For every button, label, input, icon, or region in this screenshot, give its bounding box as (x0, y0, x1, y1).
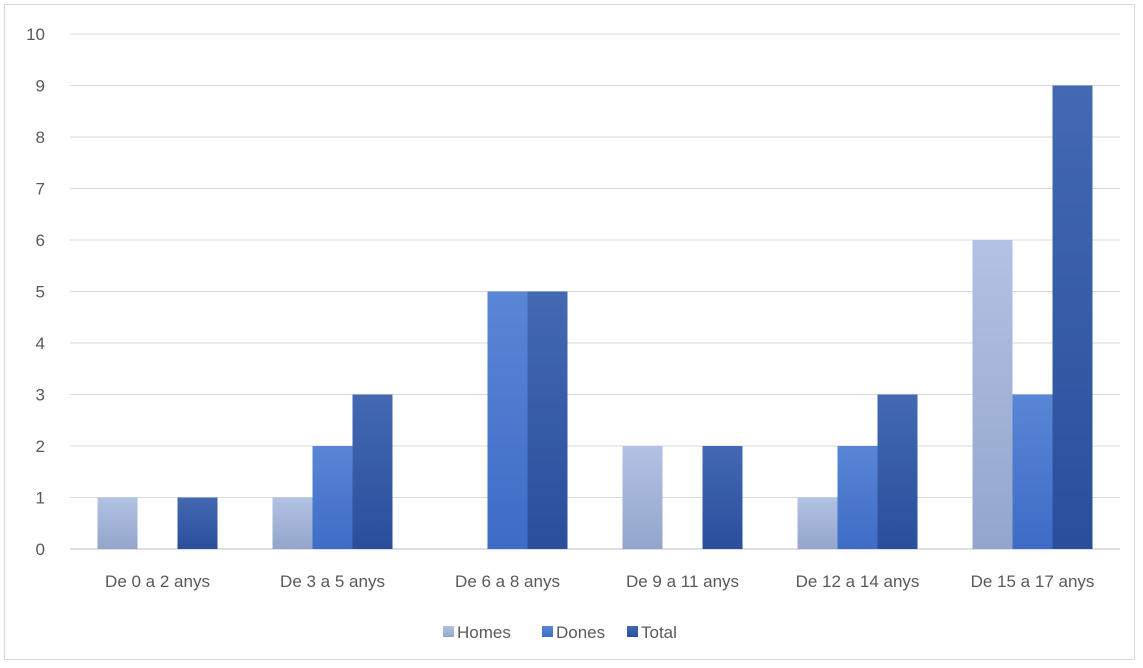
bar-total-2 (527, 291, 568, 549)
bar-total-0 (177, 497, 218, 549)
y-tick-label: 4 (36, 334, 45, 353)
bar-dones-2 (487, 291, 528, 549)
x-tick-label: De 9 a 11 anys (626, 572, 739, 591)
y-tick-label: 8 (36, 128, 45, 147)
bars (97, 85, 1093, 549)
bar-dones-1 (312, 446, 353, 549)
legend-label-dones: Dones (556, 623, 605, 642)
x-tick-label: De 12 a 14 anys (796, 572, 920, 591)
x-tick-label: De 6 a 8 anys (455, 572, 560, 591)
bar-homes-5 (972, 240, 1013, 549)
legend-swatch-dones (542, 626, 553, 637)
x-tick-label: De 0 a 2 anys (105, 572, 210, 591)
bar-homes-0 (97, 497, 138, 549)
x-tick-label: De 15 a 17 anys (971, 572, 1095, 591)
x-tick-label: De 3 a 5 anys (280, 572, 385, 591)
x-axis: De 0 a 2 anys De 3 a 5 anys De 6 a 8 anys D… (105, 572, 1094, 591)
bar-dones-4 (837, 446, 878, 549)
bar-homes-3 (622, 446, 663, 549)
bar-homes-1 (272, 497, 313, 549)
bar-total-4 (877, 394, 918, 549)
gridlines (70, 33, 1120, 550)
legend-swatch-total (627, 626, 638, 637)
y-tick-label: 2 (36, 437, 45, 456)
chart-frame (4, 4, 1135, 660)
bar-dones-5 (1012, 394, 1053, 549)
legend: Homes Dones Total (443, 623, 677, 642)
bar-total-3 (702, 446, 743, 549)
bar-total-5 (1052, 85, 1093, 549)
y-tick-label: 7 (36, 180, 45, 199)
y-tick-label: 0 (36, 540, 45, 559)
y-tick-label: 3 (36, 386, 45, 405)
bar-total-1 (352, 394, 393, 549)
y-tick-label: 5 (36, 283, 45, 302)
legend-swatch-homes (443, 626, 454, 637)
legend-label-homes: Homes (457, 623, 511, 642)
y-tick-label: 9 (36, 77, 45, 96)
y-tick-label: 6 (36, 231, 45, 250)
bar-homes-4 (797, 497, 838, 549)
y-tick-label: 10 (26, 25, 45, 44)
y-tick-label: 1 (36, 489, 45, 508)
legend-label-total: Total (641, 623, 677, 642)
y-axis: 0 1 2 3 4 5 6 7 8 9 10 (26, 25, 45, 559)
